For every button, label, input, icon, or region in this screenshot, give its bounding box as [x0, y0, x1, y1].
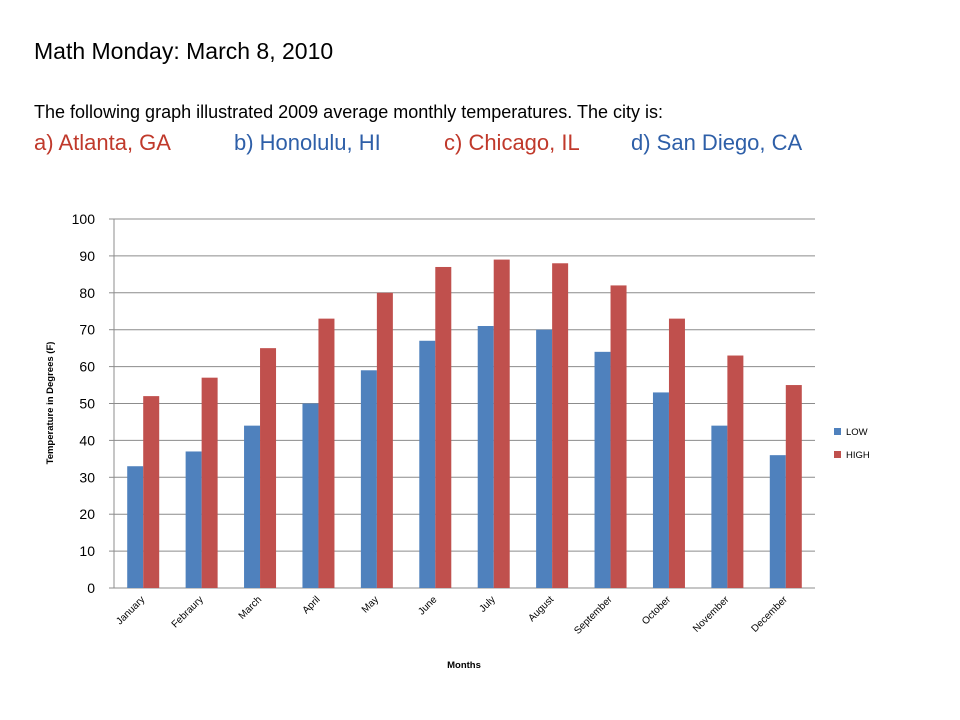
y-tick-label: 30	[79, 469, 95, 485]
x-tick-label: October	[640, 594, 673, 627]
bar-high-march	[260, 348, 277, 588]
x-tick-labels: January Febraury March April May June July Augu…	[114, 594, 790, 637]
y-tick-label: 80	[79, 285, 95, 301]
bar-high-october	[668, 318, 685, 588]
x-tick-label: Febraury	[170, 594, 206, 630]
x-tick-label: January	[114, 594, 147, 627]
bar-high-august	[552, 263, 569, 588]
option-b: b) Honolulu, HI	[234, 130, 381, 155]
gridlines	[109, 218, 815, 589]
bar-high-april	[318, 318, 335, 588]
bar-low-april	[302, 403, 319, 588]
answer-options: a) Atlanta, GA b) Honolulu, HI c) Chicago,…	[34, 130, 802, 156]
option-c: c) Chicago, IL	[444, 130, 580, 155]
bar-low-febraury	[185, 451, 202, 588]
bar-high-december	[785, 385, 802, 588]
bar-high-june	[435, 266, 452, 588]
y-tick-label: 100	[72, 211, 96, 227]
x-tick-label: May	[360, 594, 381, 615]
bar-high-november	[727, 355, 744, 588]
x-tick-label: June	[416, 594, 439, 617]
legend-label-low: LOW	[846, 427, 868, 438]
y-tick-label: 50	[79, 396, 95, 412]
x-tick-label: July	[477, 594, 497, 614]
x-tick-label: August	[526, 594, 556, 624]
legend-swatch-low	[834, 428, 841, 435]
y-tick-label: 20	[79, 506, 95, 522]
bar-high-febraury	[201, 377, 218, 588]
bar-low-october	[652, 392, 669, 588]
bar-low-december	[769, 455, 786, 588]
bar-low-march	[244, 425, 261, 588]
y-tick-label: 10	[79, 543, 95, 559]
question-text: The following graph illustrated 2009 ave…	[34, 102, 663, 122]
bar-low-may	[360, 370, 377, 588]
x-tick-label: December	[750, 594, 791, 635]
x-tick-label: November	[691, 594, 732, 635]
bar-high-may	[376, 292, 393, 588]
y-tick-label: 0	[87, 580, 95, 596]
y-tick-label: 90	[79, 248, 95, 264]
x-axis-label: Months	[447, 660, 481, 671]
bars	[127, 259, 802, 588]
bar-low-june	[419, 340, 436, 588]
bar-low-january	[127, 466, 144, 588]
y-tick-label: 70	[79, 322, 95, 338]
bar-low-september	[594, 351, 611, 588]
x-tick-label: April	[301, 594, 323, 616]
x-tick-label: September	[572, 594, 615, 637]
bar-high-july	[493, 259, 510, 588]
bar-low-november	[711, 425, 728, 588]
y-tick-label: 60	[79, 359, 95, 375]
bar-low-july	[477, 326, 494, 588]
option-a: a) Atlanta, GA	[34, 130, 171, 155]
x-tick-label: March	[237, 594, 264, 621]
legend-swatch-high	[834, 451, 841, 458]
slide-title: Math Monday: March 8, 2010	[34, 38, 334, 64]
temperature-bar-chart: 0 10 20 30 40 50 60 70 80 90 100 January Febraury Ma…	[45, 211, 870, 671]
legend-label-high: HIGH	[846, 450, 870, 461]
y-axis-label: Temperature in Degrees (F)	[45, 342, 56, 465]
option-d: d) San Diego, CA	[631, 130, 803, 155]
y-tick-label: 40	[79, 432, 95, 448]
bar-high-september	[610, 285, 627, 588]
bar-high-january	[143, 396, 160, 588]
y-tick-labels: 0 10 20 30 40 50 60 70 80 90 100	[72, 211, 96, 596]
bar-low-august	[536, 329, 553, 588]
legend: LOW HIGH	[834, 427, 870, 461]
